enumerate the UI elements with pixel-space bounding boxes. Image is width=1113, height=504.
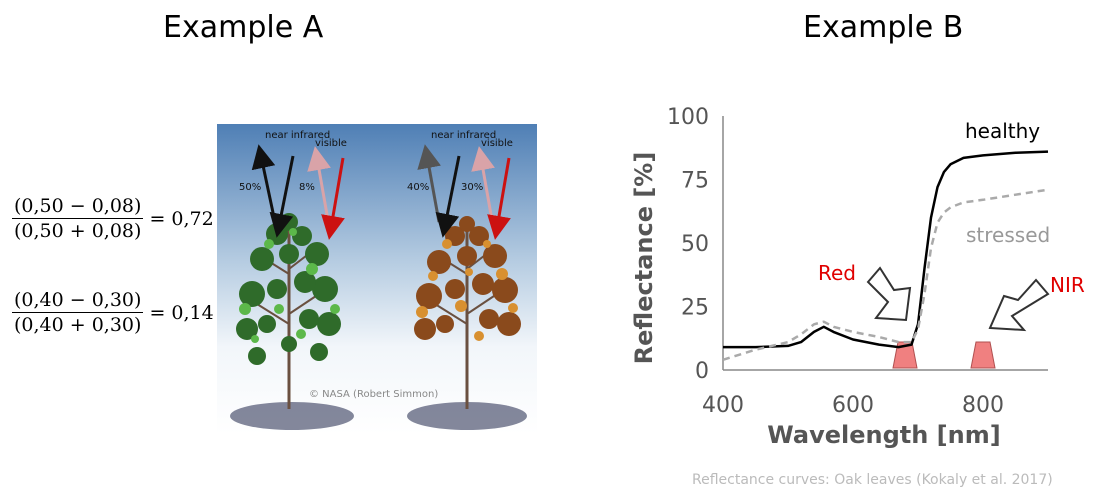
chart-series-labels: healthy stressed: [965, 119, 1050, 247]
series-line-healthy: [723, 150, 1049, 349]
nir-value: 40%: [407, 182, 429, 193]
numerator: (0,40 − 0,30): [12, 289, 144, 313]
ndvi-formula-healthy: (0,50 − 0,08) (0,50 + 0,08) = 0,72: [12, 194, 214, 243]
fraction: (0,40 − 0,30) (0,40 + 0,30): [12, 288, 144, 337]
reflectance-chart: 400 600 800 0 25 50 75 100 healthy stressed Wave…: [630, 105, 1085, 449]
x-tick-label: 800: [962, 393, 1004, 418]
chart-bands: [892, 341, 996, 369]
y-tick-label: 25: [681, 296, 709, 321]
x-axis-label: Wavelength [nm]: [767, 421, 1000, 449]
series-label-healthy: healthy: [965, 119, 1040, 143]
nir-reflected-arrow: [417, 144, 441, 223]
band-marker-nir: [970, 341, 996, 369]
example-a-title: Example A: [163, 10, 324, 45]
nir-label: near infrared: [431, 130, 496, 141]
tree-shadow: [407, 402, 527, 430]
nir-incident-arrow: [269, 155, 295, 238]
chart-ticks: 400 600 800 0 25 50 75 100: [667, 105, 1004, 418]
nir-label: near infrared: [265, 130, 330, 141]
example-b-title: Example B: [803, 10, 964, 45]
fraction: (0,50 − 0,08) (0,50 + 0,08): [12, 194, 144, 243]
formula-result: = 0,72: [149, 207, 214, 230]
red-pointer-arrow: [866, 266, 912, 322]
tree-shadow: [230, 402, 354, 430]
y-tick-label: 75: [681, 169, 709, 194]
visible-value: 8%: [299, 182, 315, 193]
source-caption: Reflectance curves: Oak leaves (Kokaly e…: [692, 472, 1053, 488]
chart-axes: [722, 116, 1048, 371]
series-line-stressed: [722, 188, 1049, 361]
tree-reflectance-illustration: near infrared visible 50% 8% near infrar…: [217, 124, 537, 434]
formula-result: = 0,14: [149, 301, 214, 324]
stressed-tree: [414, 216, 521, 409]
chart-lines: [722, 150, 1049, 361]
nir-value: 50%: [239, 182, 261, 193]
x-tick-label: 400: [702, 393, 744, 418]
nir-pointer-arrow: [988, 278, 1050, 332]
red-annotation: Red: [818, 261, 856, 285]
y-tick-label: 100: [667, 105, 709, 130]
y-tick-label: 50: [681, 232, 709, 257]
visible-label: visible: [315, 138, 347, 149]
numerator: (0,50 − 0,08): [12, 195, 144, 219]
y-tick-label: 0: [695, 359, 709, 384]
image-credit: © NASA (Robert Simmon): [309, 389, 438, 400]
denominator: (0,50 + 0,08): [14, 220, 142, 242]
series-label-stressed: stressed: [966, 223, 1050, 247]
visible-value: 30%: [461, 182, 483, 193]
visible-incident-arrow: [487, 157, 511, 240]
healthy-tree: [236, 213, 341, 409]
ndvi-formula-stressed: (0,40 − 0,30) (0,40 + 0,30) = 0,14: [12, 288, 214, 337]
nir-incident-arrow: [435, 155, 461, 238]
nir-annotation: NIR: [1050, 273, 1085, 297]
x-tick-label: 600: [832, 393, 874, 418]
visible-label: visible: [481, 138, 513, 149]
denominator: (0,40 + 0,30): [14, 314, 142, 336]
y-axis-label: Reflectance [%]: [630, 152, 658, 365]
nir-reflected-arrow: [251, 144, 277, 223]
visible-incident-arrow: [321, 157, 345, 240]
